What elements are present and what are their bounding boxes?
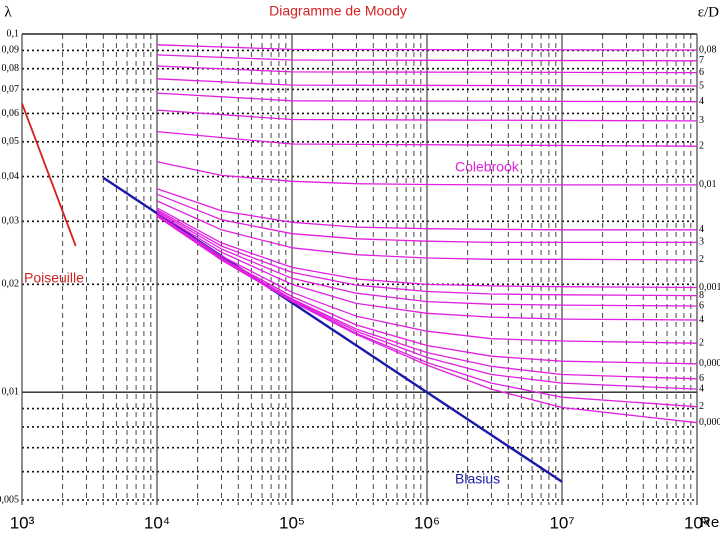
series-line <box>156 188 697 231</box>
curve-label: 3 <box>699 115 704 126</box>
series-line <box>156 92 698 103</box>
y2-axis-label: ε/D <box>698 4 719 20</box>
y-tick-label: 0,08 <box>2 63 20 74</box>
curve-label: 6 <box>699 373 704 384</box>
y-tick-label: 0,04 <box>2 171 20 182</box>
curve-label: 0,01 <box>699 179 717 190</box>
x-axis-label: Re <box>700 514 719 531</box>
curve-label: 2 <box>699 254 704 265</box>
curve-label: 2 <box>699 338 704 349</box>
curve-label: 2 <box>699 141 704 152</box>
series-line <box>156 65 698 74</box>
series-line <box>21 103 77 247</box>
y-tick-label: 0,07 <box>2 84 20 95</box>
curve-label: 5 <box>699 80 704 91</box>
series-line <box>156 109 698 122</box>
curve-label: 6 <box>699 67 704 78</box>
series-line <box>156 44 698 51</box>
x-tick-label: 10³ <box>10 513 35 532</box>
curve-label: 3 <box>699 237 704 248</box>
y-tick-label: 0,09 <box>2 45 20 56</box>
series-line <box>156 210 698 307</box>
x-tick-label: 10⁸ <box>684 513 710 532</box>
series-line <box>156 78 698 87</box>
series-line <box>156 161 697 186</box>
chart-title: Diagramme de Moody <box>269 3 407 19</box>
curve-label: 6 <box>699 300 704 311</box>
series-line <box>156 193 697 244</box>
curve-label: 8 <box>699 290 704 301</box>
y-tick-label: 0,01 <box>2 386 20 397</box>
curve-label: 4 <box>699 224 704 235</box>
x-tick-label: 10⁶ <box>414 513 440 532</box>
curve-label: 4 <box>699 383 704 394</box>
y-tick-label: 0,06 <box>2 108 20 119</box>
series-line <box>156 212 698 321</box>
series-line <box>156 215 698 424</box>
series-line <box>156 214 698 344</box>
x-tick-label: 10⁵ <box>279 513 305 532</box>
series-line <box>102 176 563 483</box>
curve-label: 0,08 <box>699 44 717 55</box>
curve-label: 0,001 <box>699 282 720 293</box>
series-label: Blasius <box>455 471 500 487</box>
curve-label: 2 <box>699 401 704 412</box>
series-line <box>156 207 698 289</box>
y-tick-label: 0,005 <box>0 494 19 505</box>
annotation: Colebrook <box>455 159 520 175</box>
curve-label: 4 <box>699 96 704 107</box>
x-tick-label: 10⁷ <box>549 513 574 532</box>
series-line <box>156 54 698 62</box>
curve-label: 4 <box>699 314 704 325</box>
series-line <box>156 200 698 261</box>
curve-label: 0,0001 <box>699 358 720 369</box>
y-tick-label: 0,02 <box>2 279 20 290</box>
series-label: Poiseuille <box>24 270 84 286</box>
series-line <box>156 209 698 297</box>
y-tick-label: 0,03 <box>2 216 20 227</box>
y-tick-label: 0,1 <box>7 28 20 39</box>
series-line <box>156 130 698 147</box>
series-line <box>156 215 698 365</box>
y-tick-label: 0,05 <box>2 136 20 147</box>
x-tick-label: 10⁴ <box>144 513 170 532</box>
curve-label: 0,00001 <box>699 417 720 428</box>
curve-label: 7 <box>699 55 704 66</box>
y-axis-label: λ <box>4 4 12 20</box>
